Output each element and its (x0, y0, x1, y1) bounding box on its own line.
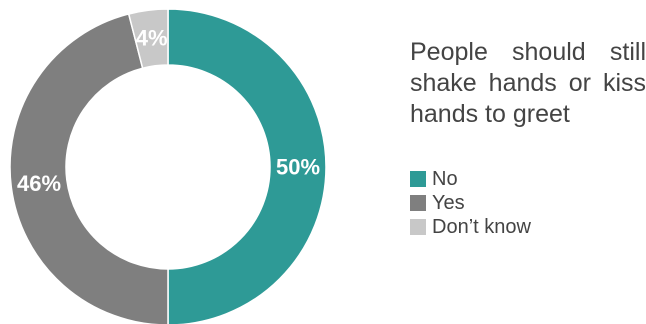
legend-label-yes: Yes (432, 191, 465, 214)
legend-label-no: No (432, 167, 458, 190)
slice-dont-know (127, 8, 169, 70)
legend-swatch-dont-know (410, 219, 426, 235)
slice-yes (9, 13, 169, 324)
chart-title: People should still shake hands or kiss … (410, 38, 646, 128)
slices (9, 8, 327, 324)
slice-label-yes: 46% (17, 171, 61, 196)
slice-label-no: 50% (276, 155, 320, 180)
slice-label-dont-know: 4% (136, 26, 168, 51)
slice-labels: 50% 46% 4% (17, 26, 320, 196)
legend-item-no: No (410, 167, 531, 191)
legend-item-dont-know: Don’t know (410, 215, 531, 239)
legend: No Yes Don’t know (410, 167, 531, 239)
legend-item-yes: Yes (410, 191, 531, 215)
legend-swatch-no (410, 171, 426, 187)
donut-chart: 50% 46% 4% (9, 8, 327, 324)
legend-swatch-yes (410, 195, 426, 211)
legend-label-dont-know: Don’t know (432, 215, 531, 238)
slice-no (167, 8, 327, 324)
